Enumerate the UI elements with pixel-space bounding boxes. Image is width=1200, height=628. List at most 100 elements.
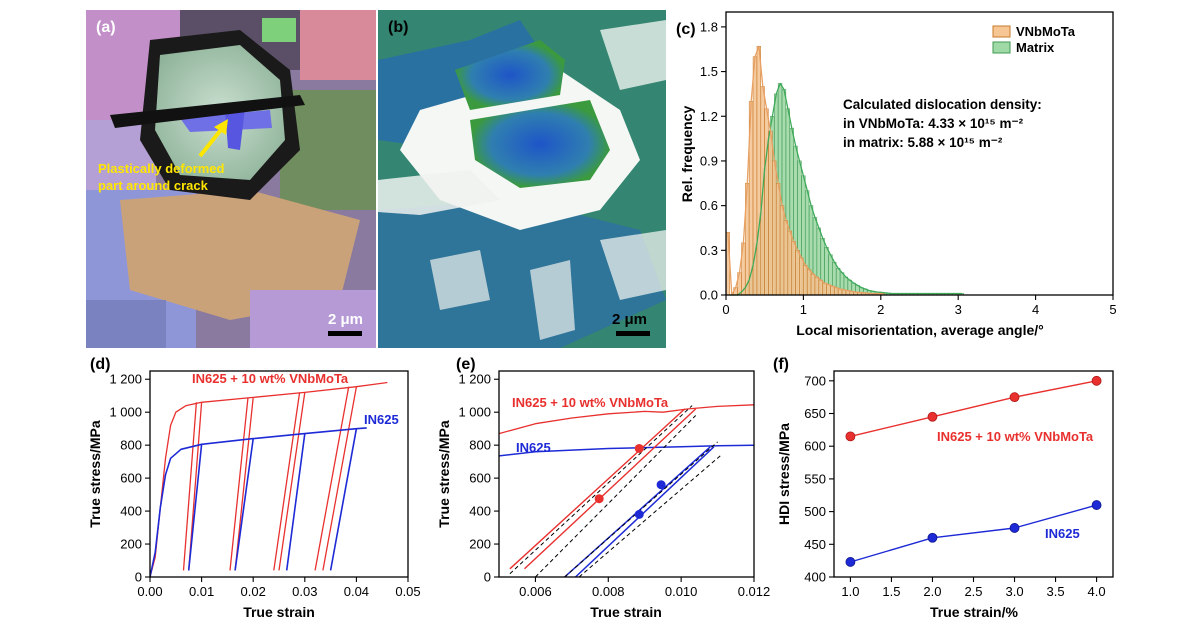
histogram-bar-vnbmota: [818, 279, 823, 296]
panel-e-label: (e): [456, 356, 476, 373]
x-tick-label: 2.5: [964, 584, 982, 599]
histogram-bar-vnbmota: [822, 282, 827, 296]
chart-c-annotation-1: Calculated dislocation density:: [843, 97, 1042, 112]
chart-e-frame: [498, 370, 755, 578]
y-tick-label: 1 200: [458, 372, 491, 387]
x-tick-label: 0.006: [519, 584, 552, 599]
histogram-bar-vnbmota: [783, 220, 789, 296]
unload-reload-blue: [329, 428, 358, 571]
y-tick-label: 500: [804, 504, 826, 519]
histogram-bar-vnbmota: [799, 257, 804, 296]
unload-reload-red: [322, 386, 358, 571]
y-tick-label: 450: [804, 537, 826, 552]
x-tick-label: 3: [955, 302, 962, 317]
unload-reload-blue: [285, 433, 306, 571]
marker-blue: [656, 480, 666, 490]
histogram-bar-vnbmota: [810, 273, 816, 296]
hdi-point-red: [1091, 375, 1102, 386]
x-tick-label: 1.5: [882, 584, 900, 599]
chart-f-ylabel: HDI stress/MPa: [776, 423, 792, 525]
histogram-bar-vnbmota: [756, 45, 762, 296]
tangent-dashed: [509, 405, 693, 575]
x-tick-label: 0.01: [189, 584, 214, 599]
hdi-point-red: [1009, 392, 1020, 403]
y-tick-label: 0.9: [700, 153, 718, 168]
x-tick-label: 5: [1109, 302, 1116, 317]
hysteresis-red: [524, 408, 697, 570]
hdi-point-blue: [1091, 500, 1102, 510]
histogram-bar-vnbmota: [768, 130, 773, 296]
x-tick-label: 0.05: [395, 584, 420, 599]
x-tick-label: 0.012: [738, 584, 771, 599]
unload-reload-red: [229, 397, 249, 571]
histogram-bar-vnbmota: [806, 269, 812, 296]
chart-f: (f) 1.0 1.5 2.0 2.5 3.0 3.5 4.0 400 450 500 550 600…: [773, 356, 1114, 620]
unload-reload-red: [278, 392, 306, 571]
y-tick-label: 600: [120, 471, 142, 486]
x-tick-label: 0: [722, 302, 729, 317]
chart-d-frame: [149, 370, 409, 578]
chart-d-xlabel: True strain: [243, 604, 315, 620]
legend-swatch-vnbmota: [992, 25, 1011, 38]
panel-b-label: (b): [388, 19, 408, 36]
y-tick-label: 0: [135, 570, 142, 585]
panel-a-scale-bar: [328, 331, 362, 336]
unload-reload-red: [314, 386, 350, 571]
tangent-dashed: [578, 454, 722, 578]
chart-e-label-blue: IN625: [516, 440, 551, 455]
chart-f-xlabel: True strain/%: [930, 604, 1018, 620]
x-tick-label: 0.03: [292, 584, 317, 599]
x-tick-label: 3.0: [1005, 584, 1023, 599]
y-tick-label: 400: [469, 504, 491, 519]
unload-reload-red: [234, 397, 254, 571]
x-tick-label: 0.010: [665, 584, 698, 599]
panel-b-map: [378, 10, 666, 348]
legend-vnbmota: VNbMoTa: [1016, 24, 1076, 39]
y-tick-label: 800: [120, 438, 142, 453]
y-tick-label: 1.5: [700, 64, 718, 79]
hdi-point-red: [845, 431, 856, 442]
curve-blue: [498, 444, 755, 457]
x-tick-label: 1: [800, 302, 807, 317]
unload-reload-blue: [187, 444, 203, 571]
y-tick-label: 700: [804, 373, 826, 388]
y-tick-label: 650: [804, 406, 826, 421]
chart-e: (e) 0.006 0.008 0.010 0.012 0 200 400 600 800 1 0…: [436, 356, 770, 620]
x-tick-label: 4: [1032, 302, 1039, 317]
y-tick-label: 0.0: [700, 288, 718, 303]
curve-red: [498, 404, 755, 435]
y-tick-label: 800: [469, 438, 491, 453]
chart-f-ticks: 1.0 1.5 2.0 2.5 3.0 3.5 4.0 400 450 500 550 600 650 7…: [804, 373, 1105, 599]
panel-a-scale-label: 2 μm: [328, 311, 363, 328]
panel-a-label: (a): [96, 19, 116, 36]
marker-red: [634, 443, 644, 453]
hdi-point-blue: [1009, 523, 1020, 533]
x-tick-label: 4.0: [1088, 584, 1106, 599]
crack-arrow: [198, 119, 228, 158]
x-tick-label: 0.00: [137, 584, 162, 599]
x-tick-label: 2.0: [923, 584, 941, 599]
chart-c-frame: [725, 11, 1114, 296]
y-tick-label: 400: [120, 504, 142, 519]
panel-f-label: (f): [773, 356, 789, 373]
panel-b-scale-label: 2 μm: [612, 311, 647, 328]
legend-swatch-matrix: [992, 41, 1011, 54]
y-tick-label: 600: [804, 439, 826, 454]
histogram-bar-vnbmota: [787, 230, 792, 296]
panel-d-label: (d): [90, 356, 110, 373]
fit-curve-vnbmota: [727, 45, 883, 296]
histogram-bar-vnbmota: [791, 241, 796, 296]
x-tick-label: 0.02: [241, 584, 266, 599]
hysteresis-red: [509, 408, 686, 570]
chart-d-label-blue: IN625: [364, 412, 399, 427]
panel-c-label: (c): [676, 21, 696, 38]
chart-c-annotation-2: in VNbMoTa: 4.33 × 10¹⁵ m⁻²: [843, 116, 1024, 131]
chart-f-frame: [833, 370, 1114, 578]
chart-c-bars: [725, 45, 965, 296]
y-tick-label: 1 000: [109, 405, 142, 420]
histogram-bar-vnbmota: [764, 108, 769, 296]
tangent-dashed: [535, 415, 697, 578]
unload-reload-red: [273, 392, 301, 571]
y-tick-label: 1 200: [109, 372, 142, 387]
